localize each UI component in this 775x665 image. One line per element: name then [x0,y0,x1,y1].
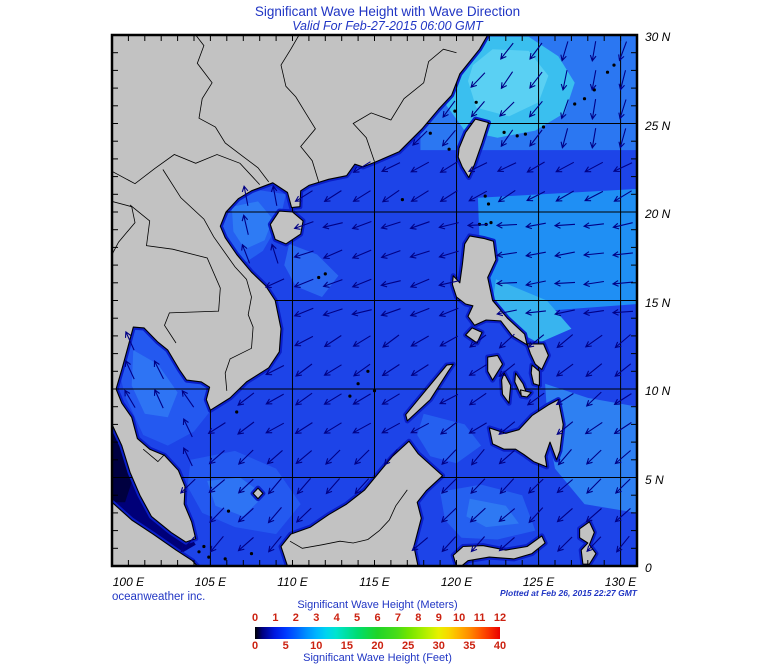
valid-time-subtitle: Valid For Feb-27-2015 06:00 GMT [292,19,483,33]
meters-tick: 5 [354,612,361,624]
lat-label: 5 N [645,472,664,487]
feet-tick: 20 [371,640,384,652]
plot-timestamp: Plotted at Feb 26, 2015 22:27 GMT [500,588,637,598]
lon-label: 105 E [194,575,227,589]
lat-label: 20 N [645,207,671,221]
meters-tick: 1 [272,612,279,624]
meters-tick: 0 [251,612,259,624]
legend-title-meters: Significant Wave Height (Meters) [297,599,458,611]
wave-height-colorbar [255,627,500,639]
feet-tick: 5 [282,640,289,652]
feet-tick: 0 [251,640,259,652]
meters-tick: 7 [394,612,401,624]
feet-tick: 15 [340,640,353,652]
page-title: Significant Wave Height with Wave Direct… [254,4,521,19]
meters-tick: 12 [493,612,507,624]
meters-tick: 10 [453,612,466,624]
lat-label: 0 [645,561,652,575]
feet-tick: 10 [310,640,323,652]
lon-label: 130 E [604,575,637,589]
publisher-credit: oceanweather inc. [112,591,206,603]
lon-label: 110 E [277,575,308,589]
lon-label: 120 E [440,575,473,589]
feet-tick: 40 [493,640,507,652]
lat-label: 10 N [645,384,671,398]
meters-tick: 6 [374,612,381,624]
meters-tick: 9 [435,612,442,624]
lat-label: 30 N [645,30,671,44]
lon-label: 100 E [112,575,145,589]
legend-title-feet: Significant Wave Height (Feet) [303,652,452,664]
meters-tick: 2 [292,612,299,624]
lon-label: 125 E [522,575,555,589]
lon-label: 115 E [359,575,390,589]
lat-label: 15 N [645,295,671,310]
feet-tick: 25 [402,640,415,652]
lat-label: 25 N [645,118,671,133]
feet-tick: 30 [432,640,445,652]
meters-tick: 3 [313,612,320,624]
meters-tick: 11 [473,612,486,624]
meters-tick: 4 [333,612,340,624]
feet-tick: 35 [463,640,476,652]
meters-tick: 8 [415,612,422,624]
